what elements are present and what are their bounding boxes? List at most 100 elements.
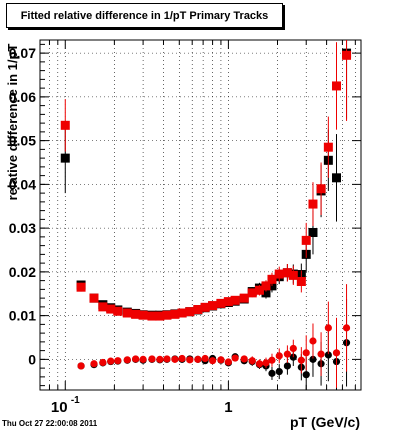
series-1 xyxy=(60,40,352,321)
data-point xyxy=(296,277,306,286)
data-point xyxy=(324,324,332,332)
data-point xyxy=(302,371,310,379)
y-tick-label: 0.05 xyxy=(9,133,36,149)
data-point xyxy=(132,355,140,363)
data-point xyxy=(99,358,107,367)
plot-frame xyxy=(39,39,362,391)
data-point xyxy=(283,350,292,358)
data-point xyxy=(268,369,276,377)
data-point xyxy=(201,354,209,363)
data-point xyxy=(90,360,98,368)
timestamp-footer: Thu Oct 27 22:00:08 2011 xyxy=(2,419,98,428)
data-point xyxy=(98,302,108,312)
data-point xyxy=(323,142,333,152)
data-point xyxy=(240,355,248,363)
x-tick-label: 10 xyxy=(51,399,68,416)
data-point xyxy=(186,356,194,364)
data-point xyxy=(316,184,326,194)
data-point xyxy=(216,298,226,308)
data-point xyxy=(106,304,116,314)
data-point xyxy=(77,362,85,370)
data-point xyxy=(297,356,305,364)
data-point xyxy=(138,310,148,320)
data-series xyxy=(60,40,352,390)
data-point xyxy=(148,355,156,363)
axes xyxy=(39,39,362,391)
data-point xyxy=(208,357,217,365)
data-point xyxy=(275,368,283,376)
y-tick-label: 0.06 xyxy=(9,89,36,105)
data-point xyxy=(308,199,318,209)
data-point xyxy=(208,301,218,311)
data-point xyxy=(317,350,325,358)
data-point xyxy=(200,302,210,312)
data-point xyxy=(332,173,342,183)
data-point xyxy=(231,354,239,362)
data-point xyxy=(113,306,123,316)
data-point xyxy=(239,293,249,303)
data-point xyxy=(289,344,297,353)
data-point xyxy=(261,281,271,291)
data-point xyxy=(162,310,172,320)
y-tick-label: 0.04 xyxy=(9,176,36,192)
data-point xyxy=(107,357,115,365)
series-3 xyxy=(77,284,351,388)
y-tick-label: 0.01 xyxy=(9,308,36,324)
data-point xyxy=(178,354,186,363)
data-point xyxy=(60,120,70,130)
data-point xyxy=(262,359,270,367)
data-point xyxy=(309,355,317,363)
x-axis-label: pT (GeV/c) xyxy=(290,414,360,430)
y-axis-label: relative difference in 1/pT xyxy=(5,44,20,201)
data-point xyxy=(274,269,284,279)
y-tick-label: 0.07 xyxy=(9,45,36,61)
y-tick-label: 0.02 xyxy=(9,264,36,280)
data-point xyxy=(163,355,171,363)
data-point xyxy=(223,297,233,307)
data-point xyxy=(89,293,99,303)
ticks: 0 0.01 0.02 0.03 0.04 0.05 0.06 0.07 10 -1 1 xyxy=(9,40,361,416)
data-point xyxy=(309,337,317,345)
data-point xyxy=(60,153,70,163)
data-point xyxy=(268,356,276,364)
data-point xyxy=(254,285,264,295)
data-point xyxy=(275,352,283,360)
data-point xyxy=(193,305,203,314)
data-point xyxy=(308,228,318,237)
data-point xyxy=(147,311,157,321)
y-tick-label: 0 xyxy=(28,351,36,367)
data-point xyxy=(283,362,292,370)
data-point xyxy=(324,351,332,359)
series-0 xyxy=(60,40,352,320)
data-point xyxy=(177,308,187,318)
data-point xyxy=(122,308,132,318)
data-point xyxy=(114,357,122,365)
x-tick-label: 1 xyxy=(224,399,232,416)
x-tick-exponent: -1 xyxy=(71,395,80,406)
data-point xyxy=(332,349,341,357)
data-point xyxy=(123,356,131,364)
data-point xyxy=(170,309,180,319)
data-point xyxy=(342,324,351,332)
data-point xyxy=(230,295,240,305)
data-point xyxy=(282,268,292,278)
data-point xyxy=(171,355,179,363)
data-point xyxy=(267,274,277,284)
data-point xyxy=(76,282,86,292)
data-point xyxy=(156,355,164,363)
data-point xyxy=(194,355,202,363)
data-point xyxy=(301,235,311,245)
data-point xyxy=(217,356,225,364)
data-point xyxy=(131,309,141,319)
data-point xyxy=(288,270,298,280)
data-point xyxy=(139,355,147,363)
data-point xyxy=(155,311,165,321)
data-point xyxy=(224,358,232,366)
data-point xyxy=(255,360,264,368)
data-point xyxy=(332,81,342,91)
data-point xyxy=(302,349,310,357)
y-tick-label: 0.03 xyxy=(9,220,36,236)
axis-labels: relative difference in 1/pT pT (GeV/c) xyxy=(5,44,360,430)
data-point xyxy=(247,288,257,298)
